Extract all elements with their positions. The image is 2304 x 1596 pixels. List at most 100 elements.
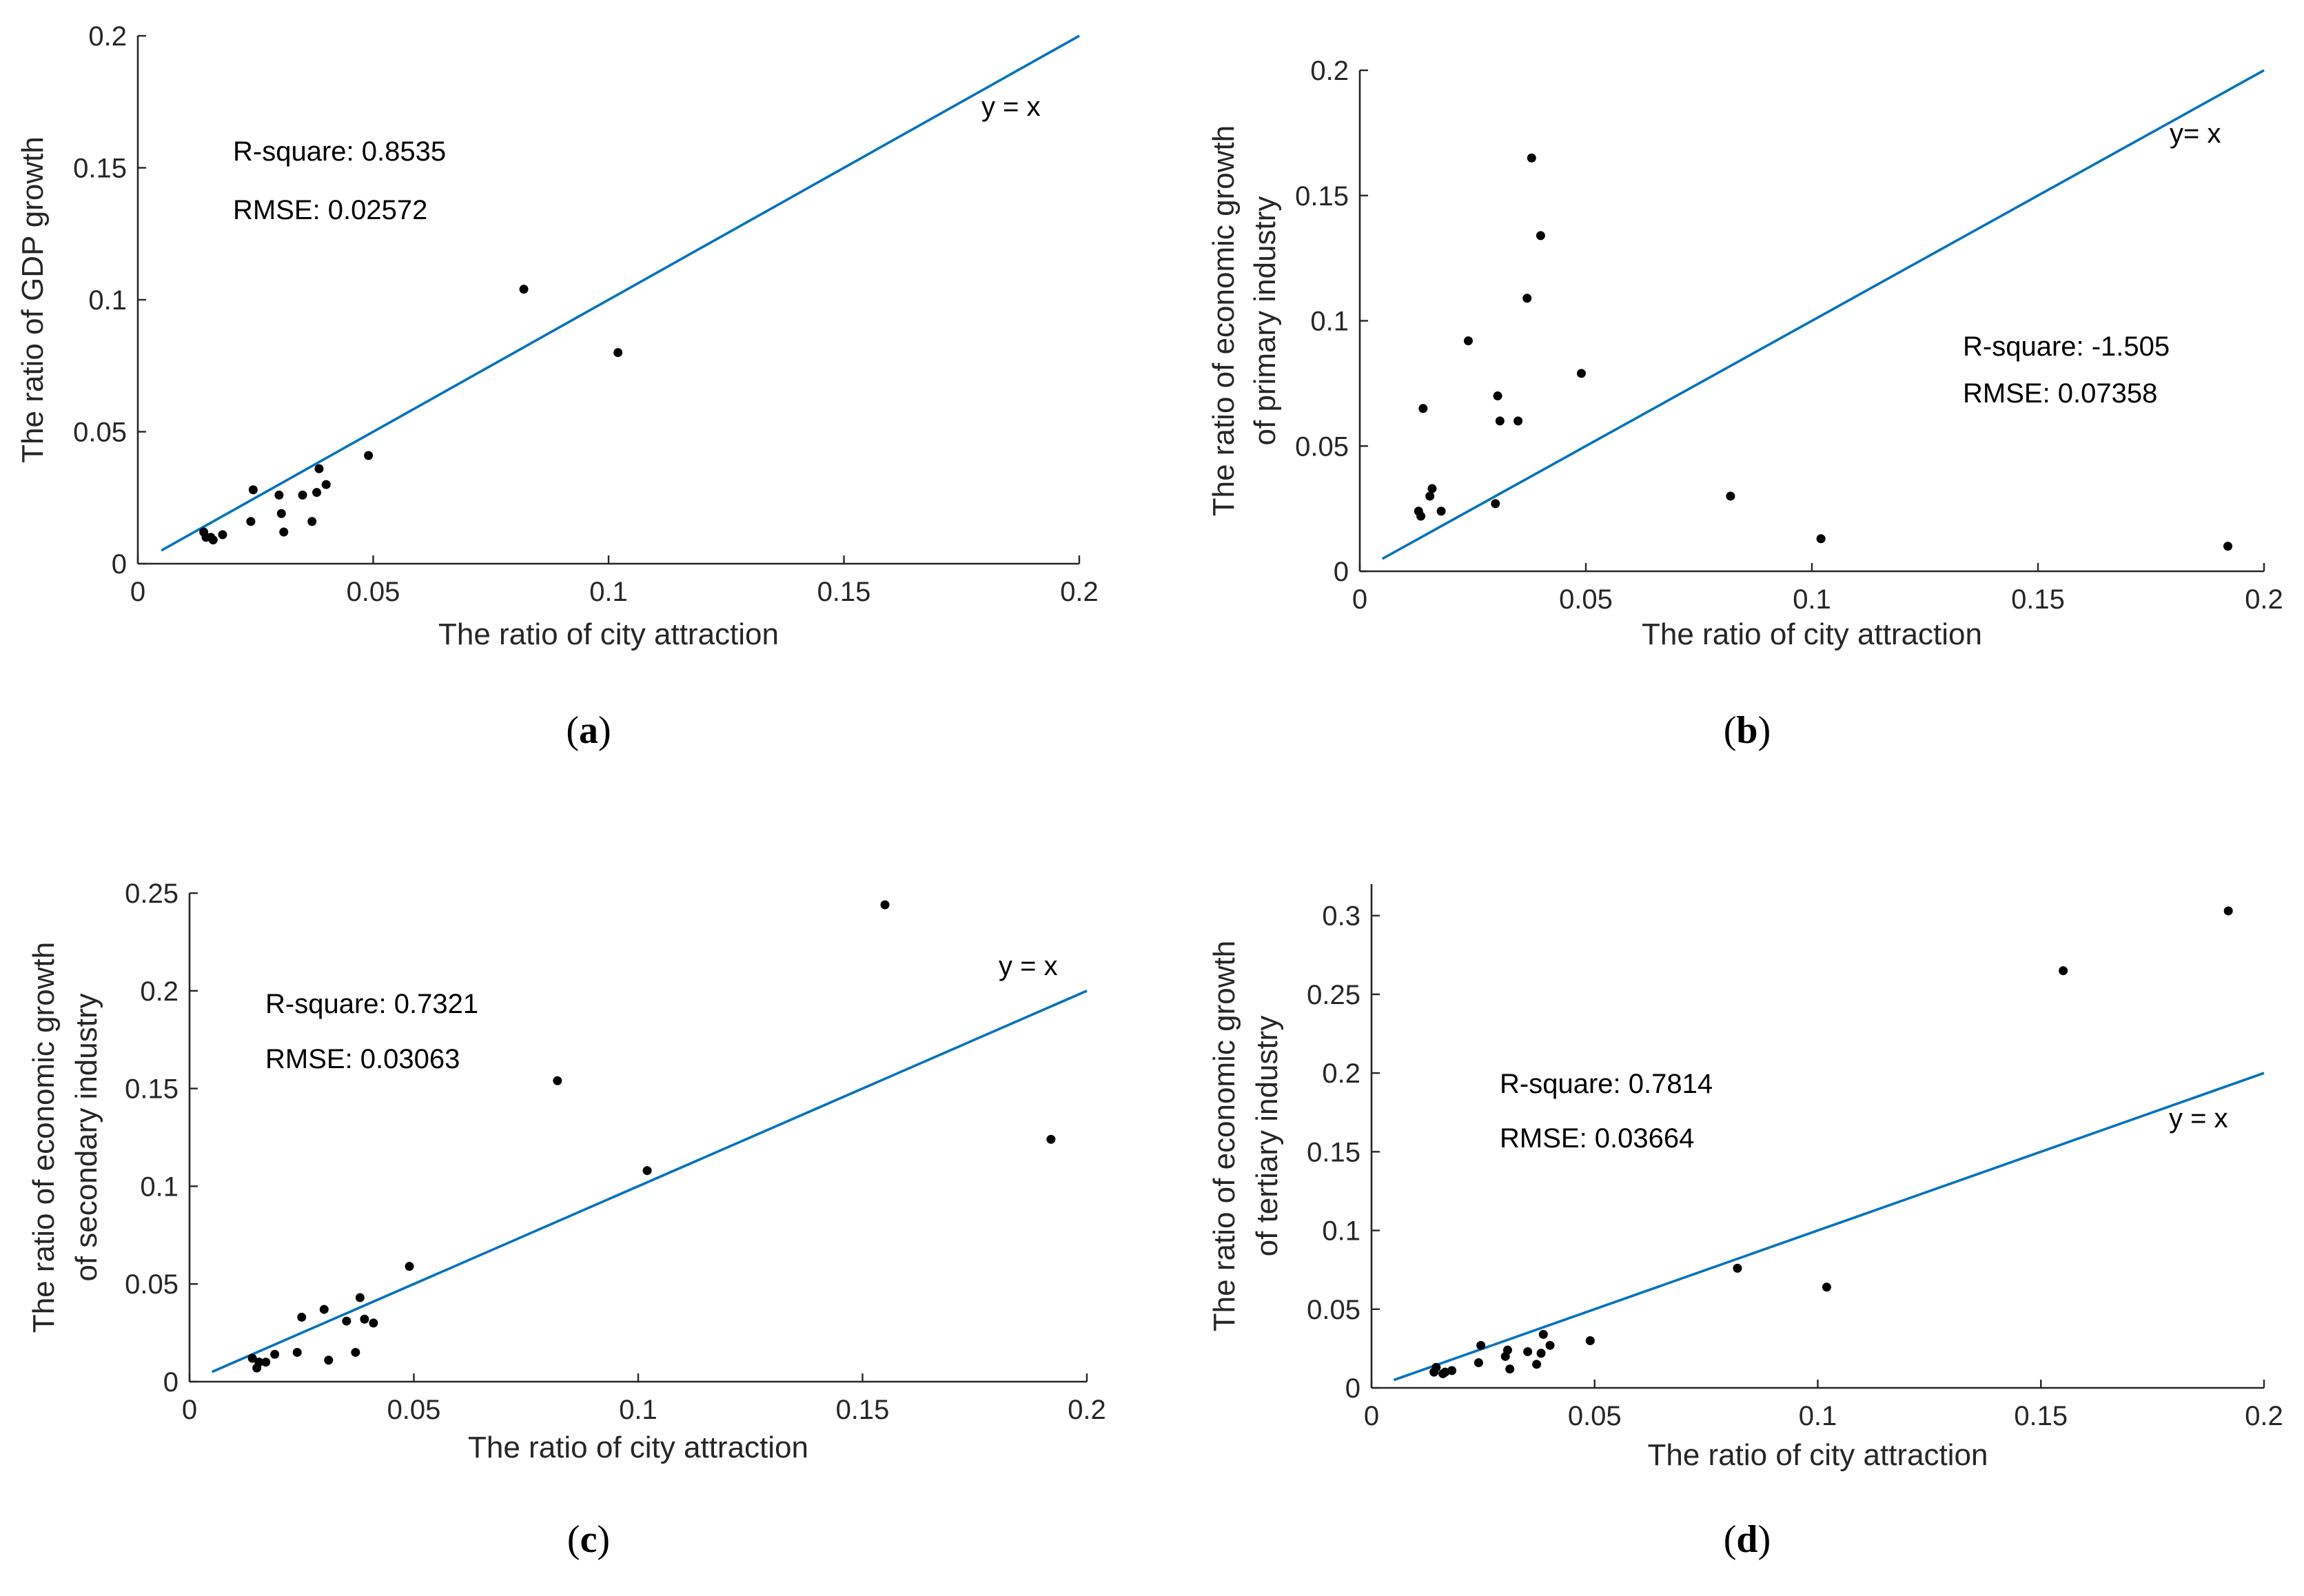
y-tick-label: 0.3	[1322, 901, 1360, 932]
y-axis-label: of tertiary industry	[1250, 1016, 1284, 1257]
panel-label-close: )	[597, 1518, 610, 1561]
data-point	[369, 1318, 378, 1328]
data-point	[2223, 542, 2233, 551]
x-axis-label: The ratio of city attraction	[1642, 617, 1982, 651]
panel-label-open: (	[1724, 709, 1737, 752]
r-square-label: R-square: 0.7814	[1500, 1069, 1713, 1099]
x-tick-label: 0.2	[2245, 584, 2283, 615]
x-tick-label: 0.15	[2014, 1401, 2068, 1431]
data-point	[1505, 1364, 1515, 1374]
data-point	[1538, 1329, 1548, 1339]
y-tick-label: 0	[1345, 1373, 1360, 1404]
y-axis-label: of secondary industry	[70, 993, 103, 1281]
data-point	[324, 1355, 334, 1365]
data-point	[355, 1293, 365, 1302]
data-point	[1726, 491, 1735, 501]
data-point	[248, 485, 258, 495]
y-tick-label: 0.1	[1310, 307, 1349, 337]
r-square-label: R-square: 0.8535	[233, 136, 446, 167]
y-axis-label: The ratio of economic growth	[1207, 125, 1241, 516]
data-point	[2223, 906, 2233, 916]
data-point	[276, 509, 286, 518]
reference-line	[1381, 69, 2265, 560]
x-tick-label: 0	[182, 1395, 197, 1425]
x-tick-label: 0.1	[619, 1395, 657, 1425]
data-point	[1046, 1134, 1056, 1144]
y-tick-label: 0.05	[125, 1269, 179, 1300]
data-point	[519, 285, 529, 294]
y-tick-label: 0.15	[73, 154, 127, 184]
reference-line-label: y = x	[999, 951, 1058, 981]
rmse-label: RMSE: 0.02572	[233, 195, 427, 225]
data-point	[1532, 1360, 1542, 1369]
x-tick-label: 0.1	[1793, 584, 1831, 615]
data-point	[342, 1316, 351, 1326]
y-tick-label: 0	[1334, 557, 1349, 587]
data-point	[1822, 1282, 1831, 1292]
y-axis-label: The ratio of economic growth	[27, 942, 61, 1333]
data-point	[1431, 1362, 1441, 1372]
x-tick-label: 0.2	[2245, 1401, 2283, 1431]
data-point	[1474, 1358, 1483, 1367]
x-tick-label: 0.1	[1799, 1401, 1837, 1431]
data-point	[1416, 511, 1426, 521]
x-axis-label: The ratio of city attraction	[468, 1431, 808, 1464]
y-tick-label: 0.15	[125, 1074, 179, 1105]
panel-label-open: (	[1724, 1518, 1737, 1561]
data-point	[360, 1314, 369, 1324]
y-tick-label: 0.1	[1322, 1216, 1360, 1247]
reference-line	[161, 34, 1080, 552]
x-tick-label: 0	[130, 577, 145, 607]
y-tick-label: 0	[112, 549, 127, 580]
data-point	[1536, 231, 1545, 241]
data-point	[1436, 507, 1446, 516]
data-point	[351, 1347, 360, 1357]
rmse-label: RMSE: 0.03664	[1500, 1123, 1694, 1154]
y-tick-label: 0.2	[140, 976, 179, 1007]
data-point	[2059, 966, 2068, 976]
panel-label-letter: d	[1736, 1518, 1757, 1561]
reference-line	[1393, 1072, 2265, 1382]
data-point	[1536, 1349, 1546, 1358]
y-axis-label: of primary industry	[1248, 196, 1282, 446]
data-point	[1427, 484, 1437, 493]
y-axis-label: The ratio of GDP growth	[16, 136, 50, 463]
x-tick-label: 0	[1364, 1401, 1379, 1431]
data-point	[1440, 1367, 1450, 1377]
y-tick-label: 0.25	[125, 879, 179, 909]
data-point	[270, 1349, 280, 1359]
y-tick-label: 0.05	[73, 418, 127, 448]
data-point	[1418, 404, 1428, 413]
data-point	[279, 527, 289, 537]
data-point	[254, 1358, 264, 1367]
data-point	[364, 451, 374, 460]
data-point	[1513, 416, 1523, 426]
x-tick-label: 0.05	[1559, 584, 1613, 615]
data-point	[1527, 153, 1536, 163]
panel-label: (b)	[1724, 709, 1771, 752]
data-point	[1463, 336, 1473, 346]
panel-label-open: (	[566, 709, 579, 752]
x-axis-label: The ratio of city attraction	[438, 617, 779, 651]
panel-a: 0 0.05 0.1 0.15 0.2 0 0.05 0.1 0.15 0.2 The ratio …	[16, 21, 1099, 752]
data-point	[880, 900, 890, 910]
reference-line-label: y= x	[2170, 119, 2221, 149]
r-square-label: R-square: -1.505	[1963, 331, 2170, 362]
panel-label-close: )	[1758, 709, 1771, 752]
y-tick-label: 0.15	[1307, 1137, 1360, 1167]
data-point	[1491, 499, 1500, 509]
data-point	[292, 1347, 302, 1357]
x-tick-label: 0.15	[817, 577, 871, 607]
data-point	[246, 517, 256, 526]
panel-label: (a)	[566, 709, 611, 752]
data-point	[314, 464, 324, 473]
y-axis-label: The ratio of economic growth	[1207, 941, 1241, 1331]
x-tick-label: 0.15	[836, 1395, 890, 1425]
data-point	[1493, 391, 1502, 401]
r-square-label: R-square: 0.7321	[265, 989, 478, 1019]
y-tick-label: 0.05	[1295, 431, 1349, 462]
data-point	[206, 533, 216, 542]
data-point	[312, 488, 322, 498]
y-tick-label: 0	[163, 1367, 179, 1398]
